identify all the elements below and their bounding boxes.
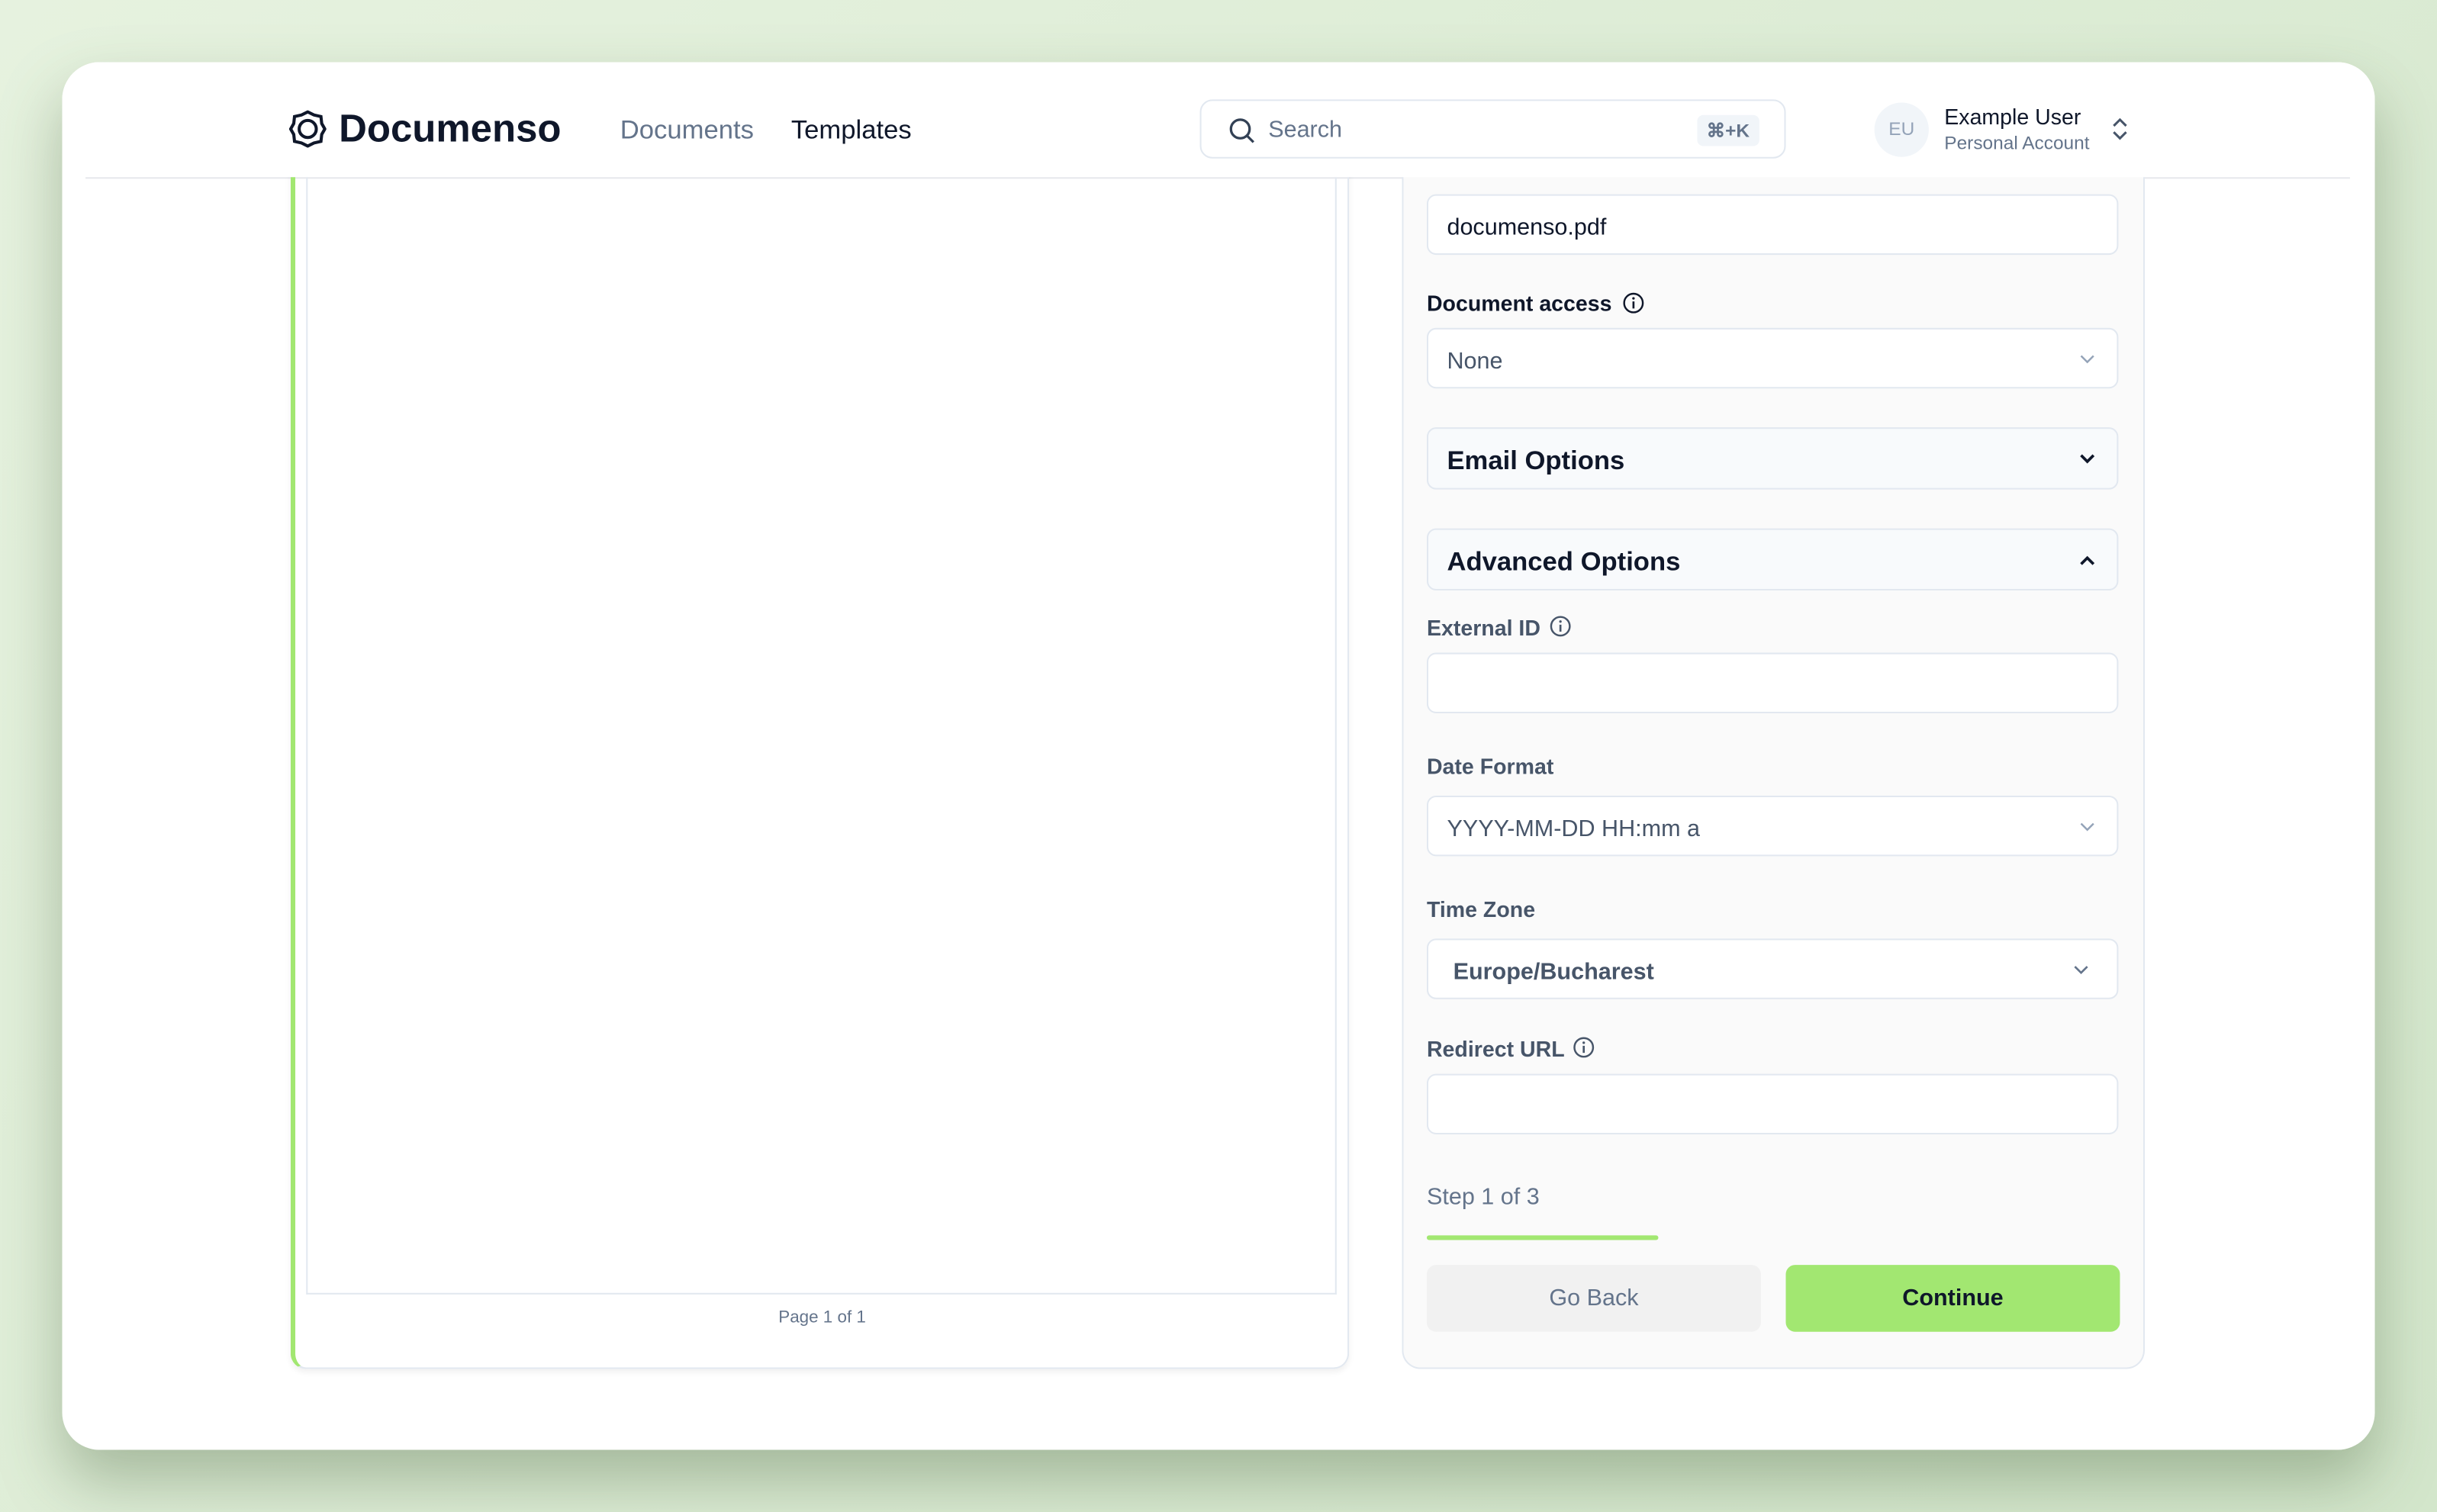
field-label: Document access <box>1426 290 1612 316</box>
input-value: documenso.pdf <box>1447 214 1607 241</box>
external-id-input[interactable] <box>1426 652 2119 713</box>
document-access-select[interactable]: None <box>1426 327 2119 389</box>
select-value: Europe/Bucharest <box>1453 958 1654 986</box>
info-icon[interactable] <box>1623 292 1645 314</box>
header-divider <box>85 177 2350 179</box>
nav-link[interactable]: Templates <box>790 114 912 145</box>
accordion-title: Email Options <box>1447 446 1625 476</box>
logo-icon <box>288 110 327 148</box>
avatar[interactable]: EU <box>1874 102 1929 157</box>
field-label: External ID <box>1426 615 1540 641</box>
continue-button[interactable]: Continue <box>1785 1265 2120 1332</box>
chevron <box>2080 355 2094 364</box>
file-name-input[interactable]: documenso.pdf <box>1426 194 2119 256</box>
page-label: Page 1 of 1 <box>778 1308 866 1327</box>
search-box[interactable]: Search ⌘+K <box>1199 99 1786 159</box>
info-icon[interactable] <box>1550 616 1572 638</box>
step-indicator: Step 1 of 3 <box>1426 1184 1540 1211</box>
select-value: None <box>1447 348 1503 375</box>
field-label: Date Format <box>1426 753 1554 779</box>
search-icon <box>1229 118 1254 143</box>
select-value: YYYY-MM-DD HH:mm a <box>1447 816 1701 843</box>
field-label: Redirect URL <box>1426 1036 1565 1062</box>
step-progress <box>1426 1235 1659 1240</box>
accordion-title: Advanced Options <box>1447 547 1681 577</box>
app-window: Page 1 of 1 <box>62 62 2375 1450</box>
user-name: Example User <box>1944 104 2081 130</box>
chevron <box>2080 454 2095 464</box>
info-icon[interactable] <box>1573 1037 1595 1059</box>
time-zone-select[interactable]: Europe/Bucharest <box>1426 938 2119 999</box>
brand[interactable]: Documenso <box>339 107 562 151</box>
date-format-select[interactable]: YYYY-MM-DD HH:mm a <box>1426 795 2119 857</box>
pdf-page <box>306 155 1337 1295</box>
document-preview: Page 1 of 1 <box>290 155 1350 1369</box>
search-placeholder: Search <box>1268 116 1343 143</box>
field-label: Time Zone <box>1426 896 1536 922</box>
chevron <box>2080 822 2094 832</box>
go-back-button[interactable]: Go Back <box>1426 1265 1761 1332</box>
chevron <box>2080 555 2095 565</box>
shortcut-hint: ⌘+K <box>1697 114 1759 146</box>
advanced-options-accordion[interactable]: Advanced Options <box>1426 528 2119 591</box>
redirect-url-input[interactable] <box>1426 1073 2119 1135</box>
account-name: Personal Account <box>1944 132 2090 154</box>
account-switcher[interactable] <box>2110 117 2129 142</box>
nav-link[interactable]: Documents <box>620 114 754 145</box>
chevron <box>2074 966 2088 975</box>
email-options-accordion[interactable]: Email Options <box>1426 427 2119 490</box>
